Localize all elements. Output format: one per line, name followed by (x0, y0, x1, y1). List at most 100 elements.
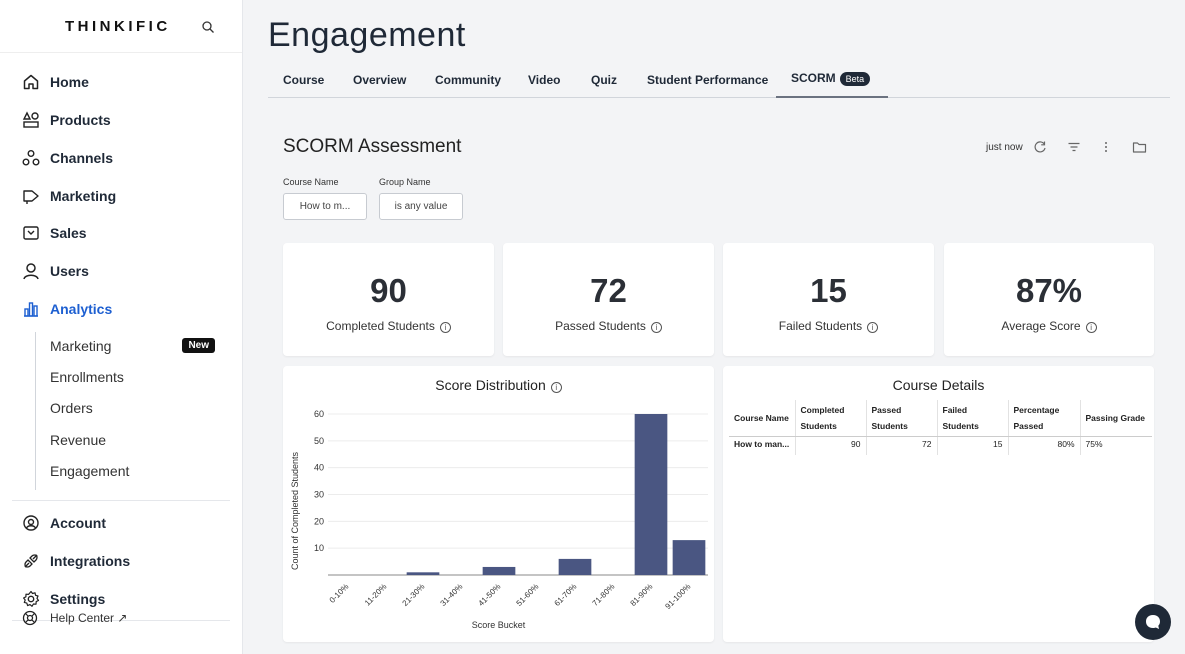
kpi-label: Average Score i (944, 319, 1154, 333)
sidebar-subitem-enrollments[interactable]: Enrollments (50, 365, 215, 389)
sidebar-subitem-label: Revenue (50, 432, 107, 448)
sidebar-item-label: Channels (50, 150, 114, 166)
column-header[interactable]: Passing Grade (1079, 400, 1152, 437)
analytics-icon (24, 302, 38, 317)
filter-label-course-name: Course Name (283, 177, 339, 187)
integrations-icon (24, 554, 38, 568)
section-title: SCORM Assessment (283, 136, 462, 157)
bar[interactable] (634, 414, 668, 575)
course-details-card: Course Details Course Name Completed Stu… (723, 366, 1154, 642)
y-tick-label: 20 (314, 516, 324, 526)
kpi-value: 15 (810, 272, 847, 309)
sidebar-item-label: Home (50, 74, 89, 90)
bar[interactable] (672, 540, 706, 575)
sidebar-subitem-engagement[interactable]: Engagement (50, 459, 215, 483)
info-icon[interactable]: i (550, 382, 562, 393)
table-cell: 72 (865, 436, 937, 455)
sidebar-subitem-revenue[interactable]: Revenue (50, 428, 215, 452)
table-cell: 15 (936, 436, 1008, 455)
sidebar-item-analytics[interactable]: Analytics (22, 296, 112, 322)
bar[interactable] (558, 558, 592, 575)
kpi-card-failed: 15 Failed Students i (723, 243, 934, 356)
kpi-value: 90 (370, 272, 407, 309)
info-icon[interactable]: i (439, 322, 451, 333)
sidebar-item-home[interactable]: Home (22, 69, 89, 95)
table-cell: How to man... (734, 439, 790, 449)
users-icon (23, 263, 39, 280)
sidebar-item-users[interactable]: Users (22, 258, 89, 284)
course-name-filter[interactable]: How to m... (283, 193, 367, 220)
y-tick-label: 50 (314, 436, 324, 446)
account-icon (23, 515, 39, 531)
thinkific-logo[interactable]: THINKIFIC (65, 18, 171, 35)
info-icon[interactable]: i (867, 322, 879, 333)
tab-quiz[interactable]: Quiz (591, 73, 617, 87)
submenu-line (35, 332, 36, 490)
column-header[interactable]: Passed Students (865, 400, 937, 437)
sidebar-subitem-orders[interactable]: Orders (50, 396, 215, 420)
tab-course[interactable]: Course (283, 73, 325, 87)
tab-scorm[interactable]: SCORM Beta (791, 71, 871, 86)
new-badge: New (182, 338, 215, 353)
sidebar-item-settings[interactable]: Settings (22, 586, 105, 612)
kpi-card-passed: 72 Passed Students i (503, 243, 714, 356)
table-cell: 75% (1079, 436, 1152, 455)
column-header[interactable]: Course Name (729, 400, 795, 437)
tab-video[interactable]: Video (528, 73, 561, 87)
help-center-link[interactable]: Help Center ↗ (22, 610, 127, 626)
sidebar-item-products[interactable]: Products (22, 107, 111, 133)
sidebar-subitem-label: Orders (50, 400, 93, 416)
refresh-icon[interactable] (1033, 140, 1047, 154)
kpi-label: Passed Students i (503, 319, 714, 333)
sales-icon (23, 226, 39, 240)
tab-student-performance[interactable]: Student Performance (647, 73, 769, 87)
table-row[interactable]: How to man... 90 72 15 80% 75% (729, 436, 1152, 455)
sidebar-item-label: Analytics (50, 301, 113, 317)
column-header[interactable]: Failed Students (936, 400, 1008, 437)
active-tab-indicator (776, 96, 888, 98)
sidebar-item-channels[interactable]: Channels (22, 145, 113, 171)
page-title: Engagement (268, 16, 466, 54)
beta-badge: Beta (839, 72, 871, 86)
sidebar-subitem-marketing[interactable]: Marketing New (50, 334, 215, 358)
tab-community[interactable]: Community (435, 73, 501, 87)
sidebar-subitem-label: Engagement (50, 463, 130, 479)
filter-icon[interactable] (1067, 140, 1081, 154)
sidebar-item-sales[interactable]: Sales (22, 220, 87, 246)
info-icon[interactable]: i (650, 322, 662, 333)
kpi-value: 72 (590, 272, 627, 309)
folder-icon[interactable] (1132, 140, 1147, 154)
sidebar-item-account[interactable]: Account (22, 510, 106, 536)
kpi-label-text: Failed Students (778, 319, 863, 333)
x-tick-label: 71-80% (591, 582, 617, 608)
last-updated: just now (986, 142, 1023, 153)
bar[interactable] (482, 566, 516, 575)
sidebar-item-marketing[interactable]: Marketing (22, 183, 116, 209)
tab-bar: Course Overview Community Video Quiz Stu… (268, 66, 1170, 98)
y-tick-label: 40 (314, 463, 324, 473)
kpi-value: 87% (1015, 272, 1083, 309)
sidebar-item-label: Marketing (50, 188, 117, 204)
bar[interactable] (406, 572, 440, 575)
score-distribution-card: Score Distribution i Count of Completed S… (283, 366, 714, 642)
sidebar-subitem-label: Marketing (50, 338, 112, 354)
table-header-row: Course Name Completed Students Passed St… (729, 400, 1152, 437)
divider (12, 500, 230, 501)
more-options-icon[interactable] (1099, 140, 1113, 154)
kpi-label-text: Passed Students (555, 319, 646, 333)
group-name-filter[interactable]: is any value (379, 193, 463, 220)
chat-support-button[interactable] (1135, 604, 1171, 640)
help-center-label: Help Center ↗ (50, 611, 128, 625)
search-icon[interactable] (201, 20, 215, 34)
home-icon (23, 74, 39, 90)
sidebar-subitem-label: Enrollments (50, 369, 124, 385)
kpi-card-average-score: 87% Average Score i (944, 243, 1154, 356)
column-header[interactable]: Percentage Passed (1007, 400, 1080, 437)
tab-overview[interactable]: Overview (353, 73, 407, 87)
y-tick-label: 30 (314, 490, 324, 500)
info-icon[interactable]: i (1085, 322, 1097, 333)
divider (12, 620, 230, 621)
sidebar-item-integrations[interactable]: Integrations (22, 548, 130, 574)
kpi-label: Failed Students i (723, 319, 934, 333)
column-header[interactable]: Completed Students (794, 400, 866, 437)
